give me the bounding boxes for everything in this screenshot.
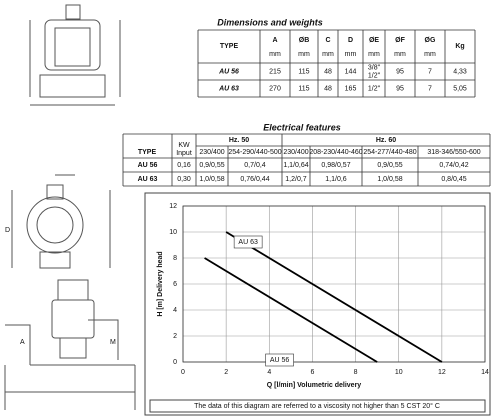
y-tick-label: 10	[169, 229, 177, 236]
cell-text: mm	[394, 51, 406, 58]
cell-text: 0,30	[177, 176, 191, 183]
cell-text: 95	[396, 68, 404, 75]
cell-text: 115	[298, 85, 309, 92]
cell-text: 144	[345, 68, 357, 75]
pump-drawings	[4, 4, 136, 410]
drawing-label: D	[5, 227, 10, 234]
y-tick-label: 12	[169, 203, 177, 210]
cell-text: 230/400	[199, 149, 224, 156]
x-tick-label: 12	[438, 369, 446, 376]
y-tick-label: 2	[173, 333, 177, 340]
cell-text: ØB	[299, 37, 310, 44]
dimensions-title: Dimensions and weights	[217, 17, 323, 27]
chart-frame	[144, 192, 491, 416]
cell-text: 270	[269, 85, 281, 92]
series-label: AU 56	[270, 357, 290, 364]
cell-text: 48	[324, 68, 332, 75]
plot-frame	[182, 205, 486, 363]
y-axis-label: H [m] Delivery head	[157, 251, 164, 316]
cell-text: D	[348, 37, 353, 44]
cell-text: 0,8/0,45	[441, 176, 466, 183]
cell-text: TYPE	[138, 149, 157, 156]
cell-text: mm	[345, 51, 357, 58]
cell-text: 7	[428, 68, 432, 75]
cell-text: 1,0/0,58	[199, 176, 224, 183]
cell-text: 215	[269, 68, 281, 75]
cell-text: 0,7/0,4	[244, 162, 266, 169]
cell-text: 318-346/550-600	[427, 149, 480, 156]
cell-text: mm	[322, 51, 334, 58]
cell-text: 1,0/0,58	[377, 176, 402, 183]
cell-text: mm	[424, 51, 436, 58]
cell-text: 0,76/0,44	[240, 176, 269, 183]
x-tick-label: 14	[481, 369, 489, 376]
cell-text: A	[272, 37, 277, 44]
cell-text: AU 63	[218, 85, 239, 92]
cell-text: 0,98/0,57	[321, 162, 350, 169]
cell-text: mm	[368, 51, 380, 58]
x-tick-label: 0	[181, 369, 185, 376]
cell-text: mm	[298, 51, 310, 58]
series-line	[204, 257, 378, 363]
x-axis-label: Q [l/min] Volumetric delivery	[267, 382, 362, 389]
drawing-label: M	[110, 339, 116, 346]
cell-text: 115	[298, 68, 309, 75]
cell-text: 0,16	[177, 162, 191, 169]
cell-text: ØE	[369, 37, 379, 44]
cell-text: KW	[178, 142, 190, 149]
cell-text: AU 56	[218, 68, 239, 75]
cell-text: Input	[176, 150, 192, 157]
series-line	[225, 231, 443, 363]
cell-text: 95	[396, 85, 404, 92]
cell-text: 0,9/0,55	[377, 162, 402, 169]
cell-text: 3/8"	[368, 64, 381, 71]
cell-text: 208-230/440-460	[309, 149, 362, 156]
series-label: AU 63	[238, 239, 258, 246]
cell-text: Hz. 60	[376, 137, 396, 144]
cell-text: 4,33	[453, 68, 467, 75]
cell-text: ØF	[395, 37, 405, 44]
cell-text: Kg	[455, 43, 464, 50]
cell-text: 1/2"	[368, 85, 381, 92]
cell-text: AU 63	[138, 176, 158, 183]
y-tick-label: 4	[173, 307, 177, 314]
chart-note: The data of this diagram are referred to…	[194, 402, 440, 410]
cell-text: AU 56	[138, 162, 158, 169]
y-tick-label: 8	[173, 255, 177, 262]
cell-text: Hz. 50	[229, 137, 249, 144]
drawing-label: A	[20, 339, 25, 346]
x-tick-label: 4	[267, 369, 271, 376]
cell-text: 1,1/0,64	[283, 162, 308, 169]
cell-text: 1/2"	[368, 72, 381, 79]
note-box	[149, 399, 486, 413]
cell-text: 48	[324, 85, 332, 92]
series-label-box	[265, 353, 294, 367]
x-tick-label: 8	[354, 369, 358, 376]
cell-text: 5,05	[453, 85, 467, 92]
x-tick-label: 6	[310, 369, 314, 376]
cell-text: ØG	[425, 37, 436, 44]
cell-text: mm	[269, 51, 281, 58]
y-tick-label: 0	[173, 359, 177, 366]
cell-text: 230/400	[283, 149, 308, 156]
cell-text: C	[325, 37, 330, 44]
cell-text: 0,9/0,55	[199, 162, 224, 169]
cell-text: TYPE	[220, 43, 239, 50]
y-tick-label: 6	[173, 281, 177, 288]
cell-text: 254-277/440-480	[363, 149, 416, 156]
cell-text: 1,1/0,6	[325, 176, 347, 183]
x-tick-label: 2	[224, 369, 228, 376]
series-label-box	[233, 235, 263, 249]
electrical-title: Electrical features	[263, 122, 341, 132]
cell-text: 254-290/440-500	[228, 149, 281, 156]
x-tick-label: 10	[395, 369, 403, 376]
cell-text: 1,2/0,7	[285, 176, 307, 183]
cell-text: 0,74/0,42	[439, 162, 468, 169]
cell-text: 7	[428, 85, 432, 92]
cell-text: 165	[345, 85, 357, 92]
